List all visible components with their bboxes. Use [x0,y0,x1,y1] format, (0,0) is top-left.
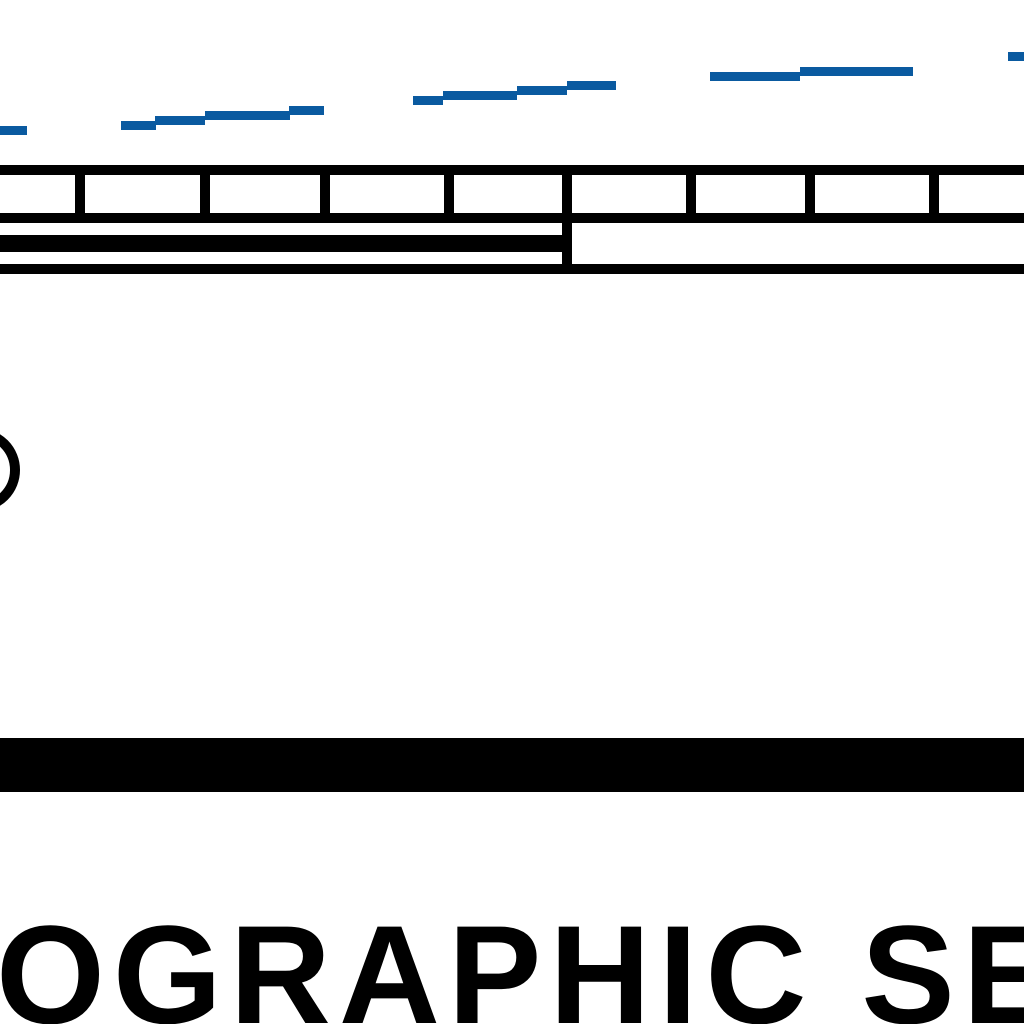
contour-dash [155,116,205,125]
scale-bar-middle-border [0,213,1024,223]
scale-bar-top-border [0,165,1024,175]
contour-dash [413,96,443,105]
contour-dash [517,86,567,95]
contour-dash [800,67,913,76]
circle-symbol [0,434,20,506]
scale-bar-tick [929,165,939,223]
scale-bar-filled-segment [0,235,566,252]
contour-dash [0,126,27,135]
scale-bar-tick [686,165,696,223]
contour-dash [289,106,324,115]
footer-title-fragment: OGRAPHIC SE [0,896,1024,1024]
horizontal-rule [0,738,1024,792]
scale-bar-tick [805,165,815,223]
scale-bar-tick [200,165,210,223]
scale-bar-center-divider [562,165,572,274]
contour-dash [1008,52,1024,61]
scale-bar-tick [444,165,454,223]
contour-dash [121,121,156,130]
scale-bar-tick [75,165,85,223]
contour-dash [567,81,616,90]
contour-line [0,52,1024,135]
contour-dash [710,72,800,81]
scale-bar-tick [320,165,330,223]
scale-bar [0,165,1024,274]
contour-dash [443,91,517,100]
scale-bar-bottom-border [0,264,1024,274]
contour-dash [205,111,290,120]
